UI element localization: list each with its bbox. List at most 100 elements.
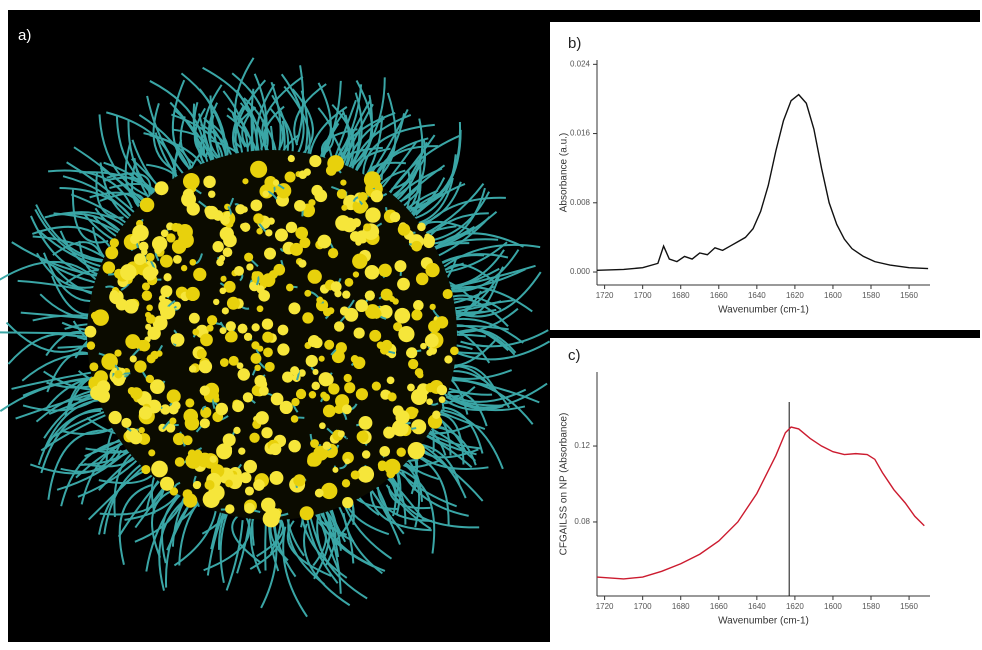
sphere: [365, 291, 375, 301]
sphere: [250, 199, 262, 211]
x-tick-label: 1600: [824, 291, 842, 300]
sphere: [450, 347, 459, 356]
sphere: [216, 258, 224, 266]
sphere: [172, 240, 186, 254]
sphere: [171, 223, 180, 232]
sphere: [223, 247, 233, 257]
sphere: [187, 202, 200, 215]
sphere: [116, 299, 128, 311]
sphere: [208, 190, 215, 197]
sphere: [125, 334, 140, 349]
x-tick-label: 1620: [786, 291, 804, 300]
sphere: [220, 358, 229, 367]
sphere: [200, 418, 210, 428]
sphere: [362, 203, 369, 210]
sphere: [175, 457, 185, 467]
sphere: [379, 446, 390, 457]
sphere: [172, 401, 181, 410]
panel-label: a): [18, 27, 31, 44]
frame: [546, 10, 980, 22]
sphere: [372, 381, 381, 390]
sphere: [243, 392, 253, 402]
sphere: [413, 300, 424, 311]
sphere: [200, 385, 210, 395]
sphere: [323, 308, 332, 317]
sphere: [299, 237, 310, 248]
sphere: [351, 470, 360, 479]
sphere: [146, 304, 153, 311]
sphere: [189, 365, 196, 372]
sphere: [205, 480, 215, 490]
sphere: [262, 273, 276, 287]
x-tick-label: 1560: [900, 602, 918, 611]
sphere: [388, 392, 397, 401]
sphere: [203, 491, 220, 508]
sphere: [258, 290, 270, 302]
sphere: [148, 449, 155, 456]
sphere: [200, 333, 213, 346]
sphere: [317, 235, 331, 249]
sphere: [397, 278, 410, 291]
sphere: [255, 411, 268, 424]
sphere: [332, 467, 338, 473]
sphere: [342, 497, 353, 508]
sphere: [369, 330, 381, 342]
sphere: [264, 248, 276, 260]
sphere: [275, 229, 288, 242]
sphere: [225, 504, 234, 513]
sphere: [261, 427, 272, 438]
sphere: [110, 290, 119, 299]
sphere: [257, 346, 263, 352]
x-tick-label: 1660: [710, 602, 728, 611]
sphere: [351, 355, 359, 363]
figure: a) b)17201700168016601640162016001580156…: [0, 0, 982, 650]
sphere: [181, 265, 187, 271]
sphere: [288, 302, 300, 314]
sphere: [189, 259, 196, 266]
sphere: [310, 439, 319, 448]
sphere: [183, 435, 193, 445]
sphere: [242, 178, 248, 184]
sphere: [416, 273, 429, 286]
sphere: [110, 238, 119, 247]
sphere: [300, 506, 314, 520]
sphere: [244, 333, 252, 341]
sphere: [262, 191, 269, 198]
sphere: [323, 441, 331, 449]
sphere: [387, 376, 395, 384]
sphere: [269, 443, 281, 455]
sphere: [338, 430, 345, 437]
sphere: [130, 355, 137, 362]
sphere: [173, 255, 182, 264]
x-tick-label: 1580: [862, 291, 880, 300]
sphere: [285, 171, 296, 182]
sphere: [331, 281, 342, 292]
sphere: [234, 266, 244, 276]
sphere: [134, 253, 146, 265]
sphere: [252, 323, 260, 331]
sphere: [394, 308, 410, 324]
sphere: [432, 410, 440, 418]
sphere: [233, 427, 240, 434]
x-tick-label: 1600: [824, 602, 842, 611]
sphere: [147, 354, 156, 363]
sphere: [342, 479, 350, 487]
sphere: [342, 218, 357, 233]
sphere: [146, 314, 155, 323]
sphere: [169, 417, 176, 424]
sphere: [309, 155, 321, 167]
sphere: [337, 189, 347, 199]
sphere: [380, 346, 389, 355]
sphere: [334, 321, 344, 331]
sphere: [222, 307, 229, 314]
sphere: [186, 287, 200, 301]
sphere: [262, 318, 273, 329]
sphere: [396, 410, 410, 424]
sphere: [101, 353, 118, 370]
sphere: [223, 234, 237, 248]
sphere: [358, 193, 365, 200]
sphere: [142, 266, 157, 281]
sphere: [109, 411, 122, 424]
sphere: [288, 155, 295, 162]
sphere: [342, 404, 352, 414]
